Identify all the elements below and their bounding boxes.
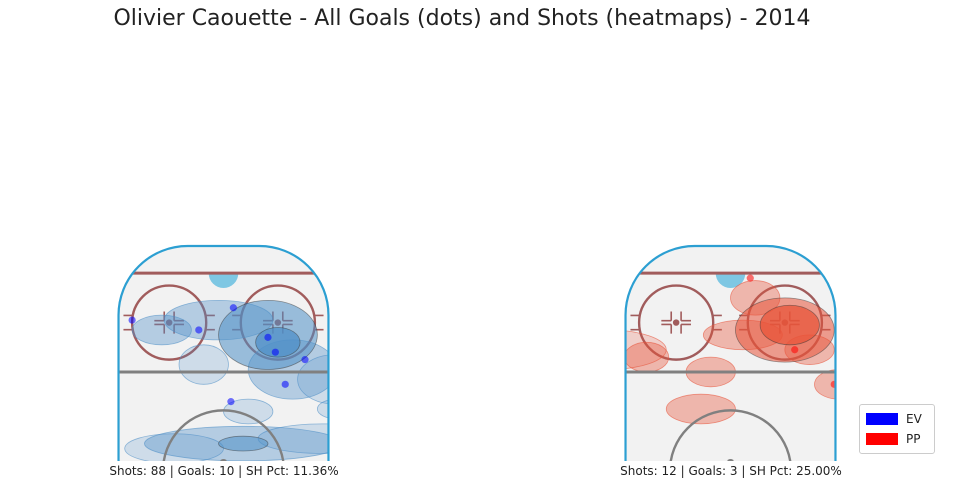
legend-item-pp: PP [866,429,928,449]
heat-region [396,434,421,454]
left-faceoff-circle [630,284,722,361]
goal-dot [346,391,353,398]
ev-rink-panel [43,244,421,461]
center-ice-dot [727,459,734,461]
pp-shot-summary: Shots: 12 | Goals: 3 | SH Pct: 25.00% [620,464,842,478]
heat-region [218,435,269,452]
goal-dot [281,380,289,388]
goal-crease [208,273,239,288]
goal-crease [715,273,746,288]
legend-label-pp: PP [906,432,921,446]
heat-region [43,365,68,385]
goal-dot [336,366,343,373]
shot-heatmap [518,280,836,425]
center-ice-circle [161,409,286,461]
heat-region [124,433,224,461]
heat-region [540,345,584,375]
ev-shot-summary: Shots: 88 | Goals: 10 | SH Pct: 11.36% [109,464,339,478]
rink-markings [518,271,836,461]
goal-dot [271,348,279,356]
rink-markings [43,271,421,461]
goal-dot [128,316,136,324]
goal-dot [830,380,836,388]
goal-dot [301,356,309,364]
heat-region [297,354,329,405]
legend-item-ev: EV [866,409,928,429]
rink-boards [117,244,330,461]
goal-dot [264,333,272,341]
rink-boards [624,244,837,461]
goal-dot [195,326,203,334]
heat-region [316,398,329,420]
center-ice-circle [668,409,793,461]
pp-rink-panel [518,244,837,461]
goal-dot [227,398,235,406]
goal-dot [746,274,754,282]
heat-region [759,304,820,346]
heat-region [665,393,736,425]
chart-title: Olivier Caouette - All Goals (dots) and … [113,6,811,31]
goal-dots [128,304,353,406]
ice-surface [118,246,329,461]
heat-region [814,369,836,400]
goal-dot [229,304,237,312]
legend-swatch-ev [866,413,898,425]
legend-swatch-pp [866,433,898,445]
legend-label-ev: EV [906,412,922,426]
heat-region [625,341,670,373]
heat-region [178,344,229,385]
heat-region [518,347,548,367]
legend: EV PP [859,404,935,454]
goal-dot [791,346,799,354]
center-ice-dot [220,459,227,461]
goal-dots [746,274,836,388]
heat-region [131,314,192,346]
heat-region [540,404,584,424]
